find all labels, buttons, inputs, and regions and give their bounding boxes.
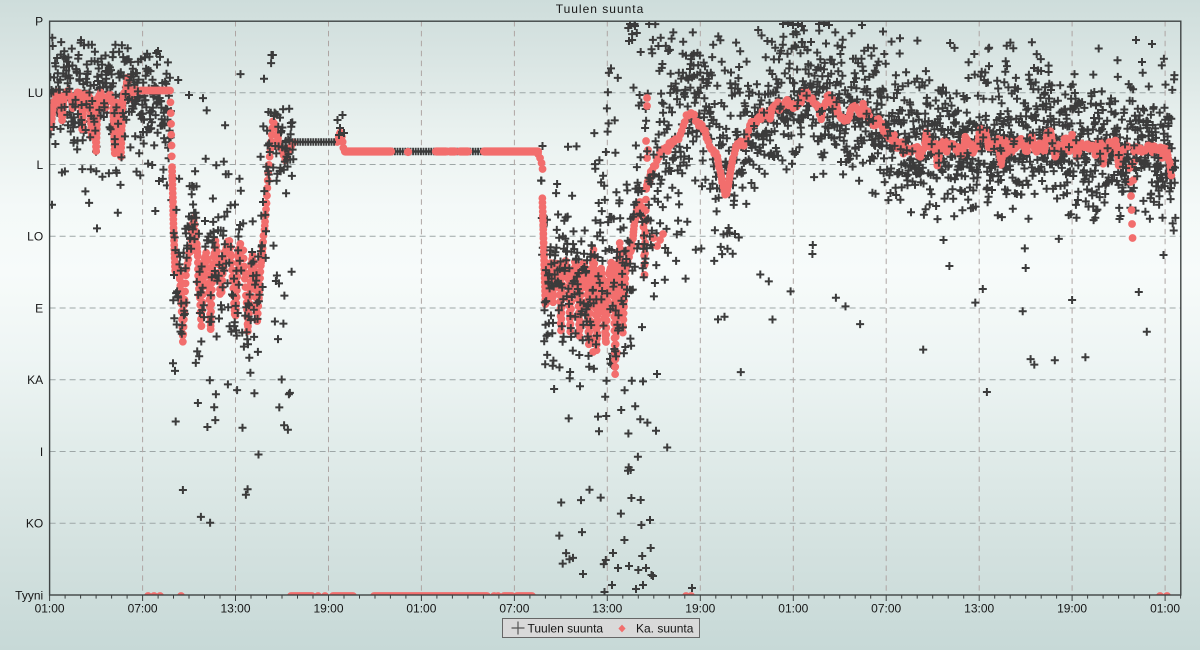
- svg-text:P: P: [35, 14, 43, 28]
- svg-text:19:00: 19:00: [1057, 601, 1087, 615]
- svg-text:01:00: 01:00: [35, 601, 65, 615]
- svg-text:LU: LU: [28, 86, 43, 100]
- svg-text:Tuulen suunta: Tuulen suunta: [528, 622, 604, 636]
- svg-text:I: I: [40, 445, 43, 459]
- svg-text:KA: KA: [27, 373, 43, 387]
- svg-text:Ka. suunta: Ka. suunta: [636, 622, 694, 636]
- svg-text:LO: LO: [27, 230, 43, 244]
- svg-text:01:00: 01:00: [1150, 601, 1180, 615]
- svg-text:07:00: 07:00: [128, 601, 158, 615]
- svg-text:07:00: 07:00: [499, 601, 529, 615]
- svg-text:Tuulen suunta: Tuulen suunta: [556, 2, 645, 16]
- svg-text:19:00: 19:00: [313, 601, 343, 615]
- svg-text:13:00: 13:00: [220, 601, 250, 615]
- svg-text:L: L: [37, 158, 44, 172]
- svg-text:E: E: [35, 301, 43, 315]
- svg-text:19:00: 19:00: [685, 601, 715, 615]
- svg-text:Tyyni: Tyyni: [15, 588, 43, 602]
- svg-text:07:00: 07:00: [871, 601, 901, 615]
- svg-text:KO: KO: [26, 517, 43, 531]
- svg-text:13:00: 13:00: [964, 601, 994, 615]
- svg-text:13:00: 13:00: [592, 601, 622, 615]
- svg-text:01:00: 01:00: [406, 601, 436, 615]
- svg-text:01:00: 01:00: [778, 601, 808, 615]
